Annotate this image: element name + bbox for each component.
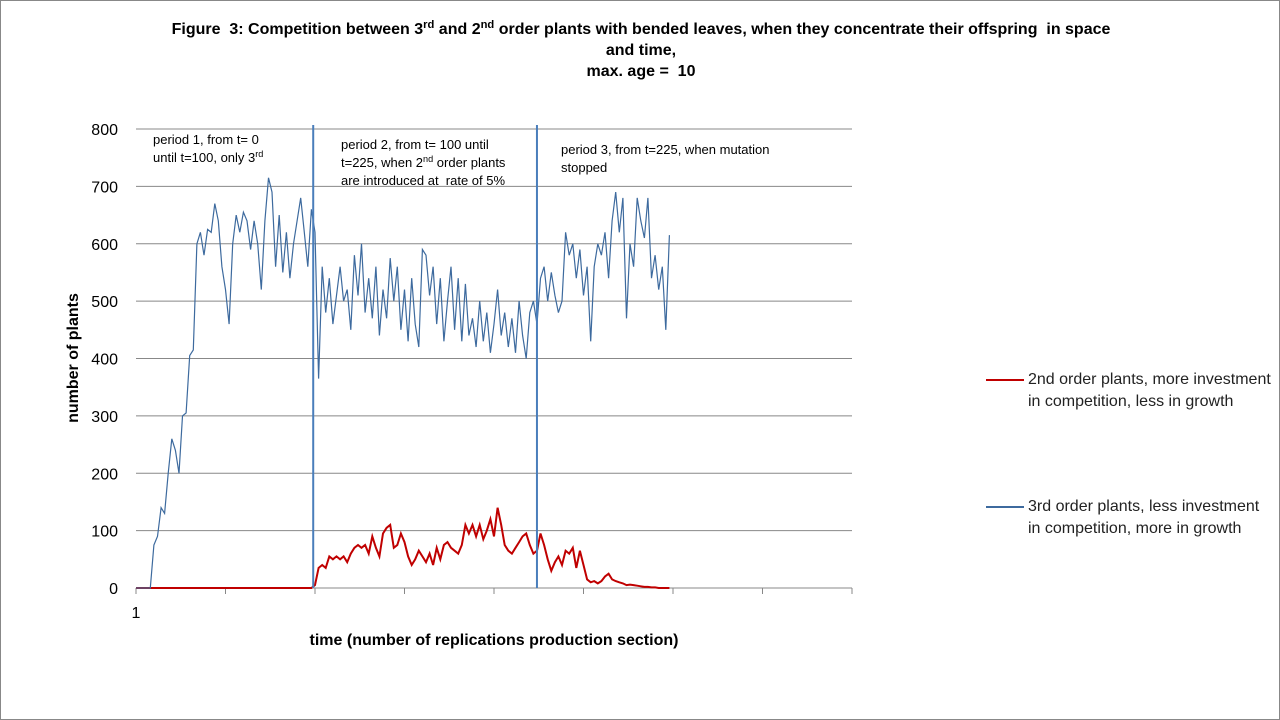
y-tick-label: 400 — [91, 352, 118, 369]
series-line — [136, 177, 670, 589]
annotation-part: period 2, from t= 100 until — [341, 137, 489, 152]
legend-key — [986, 506, 1024, 508]
annotation-part: period 3, from t=225, when mutation — [561, 142, 769, 157]
chart-title: max. age = 10 — [587, 63, 696, 80]
y-tick-label: 200 — [91, 466, 118, 483]
legend-label: 3rd order plants, less investment in com… — [1028, 498, 1260, 537]
y-tick-label: 800 — [91, 122, 118, 139]
y-tick-label: 600 — [91, 237, 118, 254]
annotation: period 3, from t=225, when mutation — [561, 142, 769, 157]
chart-title: and time, — [606, 42, 676, 59]
legend-label: 2nd order plants, more investment in com… — [1028, 371, 1271, 410]
annotation-part: rd — [255, 149, 263, 159]
x-axis-label: time (number of replications production … — [310, 632, 679, 649]
chart-title-part: Figure 3: Competition between 3 — [172, 21, 424, 38]
chart-title-part: max. age = 10 — [587, 63, 696, 80]
y-tick-label: 700 — [91, 179, 118, 196]
annotation-part: nd — [423, 154, 433, 164]
chart-title-part: rd — [423, 19, 434, 31]
series-line — [136, 507, 670, 589]
annotation: t=225, when 2nd order plants — [341, 154, 506, 170]
annotation-part: order plants — [433, 155, 506, 170]
y-axis-label: number of plants — [65, 293, 82, 423]
y-tick-label: 0 — [109, 581, 118, 598]
annotation-part: are introduced at rate of 5% — [341, 173, 505, 188]
annotation: period 2, from t= 100 until — [341, 137, 489, 152]
legend-key — [986, 379, 1024, 381]
legend-entry: 3rd order plants, less investment in com… — [986, 496, 1271, 540]
chart-title-part: order plants with bended leaves, when th… — [494, 21, 1110, 38]
y-tick-label: 100 — [91, 524, 118, 541]
chart-title-part: nd — [481, 19, 495, 31]
chart-title: Figure 3: Competition between 3rd and 2n… — [172, 19, 1111, 38]
chart-title-part: and 2 — [434, 21, 480, 38]
annotation: are introduced at rate of 5% — [341, 173, 505, 188]
annotation-part: until t=100, only 3 — [153, 150, 255, 165]
x-tick-label: 1 — [132, 605, 141, 622]
annotation: period 1, from t= 0 — [153, 132, 259, 147]
chart-title-part: and time, — [606, 42, 676, 59]
annotation: until t=100, only 3rd — [153, 149, 263, 165]
legend-entry: 2nd order plants, more investment in com… — [986, 369, 1271, 413]
annotation-part: t=225, when 2 — [341, 155, 423, 170]
y-tick-label: 500 — [91, 294, 118, 311]
annotation-part: period 1, from t= 0 — [153, 132, 259, 147]
annotation: stopped — [561, 160, 607, 175]
annotation-part: stopped — [561, 160, 607, 175]
y-tick-label: 300 — [91, 409, 118, 426]
